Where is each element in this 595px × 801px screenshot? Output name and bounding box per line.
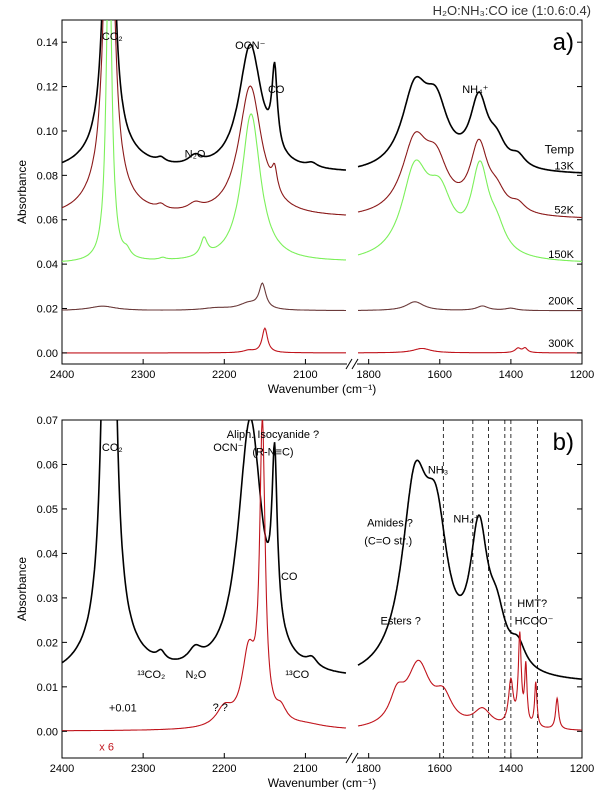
- y-tick-label: 0.14: [37, 37, 58, 49]
- x-axis-label: Wavenumber (cm⁻¹): [268, 382, 377, 396]
- series-line: [358, 346, 582, 354]
- series-line: [62, 282, 346, 312]
- plot-frame: [61, 419, 583, 759]
- x-tick-label: 2200: [212, 369, 236, 381]
- y-tick-label: 0.02: [37, 637, 58, 649]
- annotation-label: N₂O: [185, 669, 206, 681]
- x-tick-label: 1800: [356, 763, 380, 775]
- annotation-label: (R-N≡C): [252, 447, 293, 459]
- x-tick-label: 1600: [428, 763, 452, 775]
- axis-break-mark: [345, 358, 353, 370]
- x-axis-label: Wavenumber (cm⁻¹): [268, 776, 377, 790]
- annotation-label: CO₂: [102, 31, 123, 43]
- annotation-label: ? ?: [213, 702, 228, 714]
- y-tick-label: 0.05: [37, 504, 58, 516]
- x-tick-label: 2300: [131, 369, 155, 381]
- x-tick-label: 1600: [428, 369, 452, 381]
- panel-label: a): [553, 29, 574, 56]
- series-line: [358, 301, 582, 312]
- y-tick-label: 0.08: [37, 170, 58, 182]
- x-tick-label: 1200: [570, 369, 594, 381]
- legend-entry: 200K: [548, 296, 574, 308]
- annotation-label: CO: [268, 84, 285, 96]
- axis-break-mark: [351, 752, 359, 764]
- x-tick-label: 1200: [570, 763, 594, 775]
- axis-break-gap: [347, 359, 357, 369]
- y-tick-label: 0.07: [37, 415, 58, 427]
- x-tick-label: 1400: [499, 369, 523, 381]
- y-tick-label: 0.06: [37, 215, 58, 227]
- y-tick-label: 0.04: [37, 259, 58, 271]
- y-tick-label: 0.00: [37, 348, 58, 360]
- series-line: [357, 159, 582, 262]
- annotation-label: CO₂: [102, 442, 123, 454]
- annotation-label: OCN⁻: [213, 442, 243, 454]
- axis-break-mark: [345, 752, 353, 764]
- annotation-label: NH₃: [428, 464, 448, 476]
- annotation-label: Aliph. Isocyanide ?: [227, 429, 319, 441]
- legend-entry: 13K: [554, 160, 574, 172]
- legend-title: Temp: [545, 142, 575, 156]
- y-axis-label: Absorbance: [15, 160, 29, 224]
- x-tick-label: 1800: [356, 369, 380, 381]
- y-tick-label: 0.02: [37, 304, 58, 316]
- annotation-label: OCN⁻: [235, 40, 265, 52]
- series-line: [62, 327, 346, 354]
- y-tick-label: 0.03: [37, 593, 58, 605]
- annotation-label: ¹³CO: [285, 669, 309, 681]
- annotation-label: Amides ?: [367, 518, 413, 530]
- series-line: [357, 459, 582, 680]
- x-tick-label: 2300: [131, 763, 155, 775]
- x-tick-label: 2100: [293, 369, 317, 381]
- x-tick-label: 2400: [50, 369, 74, 381]
- figure-title: H₂O:NH₃:CO ice (1:0.6:0.4): [433, 3, 591, 18]
- axis-break-mark: [351, 358, 359, 370]
- series-line: [357, 131, 582, 219]
- annotation-label: +0.01: [109, 702, 137, 714]
- annotation-label: N₂O: [185, 149, 206, 161]
- annotation-label: Esters ?: [380, 616, 420, 628]
- annotation-label: HMT?: [517, 598, 547, 610]
- series-line: [62, 20, 346, 171]
- annotation-label: HCOO⁻: [515, 616, 554, 628]
- y-tick-label: 0.10: [37, 126, 58, 138]
- x-tick-label: 2400: [50, 763, 74, 775]
- series-line: [62, 20, 347, 216]
- series-line: [357, 631, 582, 731]
- legend-entry: 52K: [554, 205, 574, 217]
- panel-a-chart: 0.00 0.02 0.04 0.06 0.08 0.10 0.12 0.14 2400 2300…: [15, 19, 594, 396]
- legend-entry: 300K: [548, 338, 574, 350]
- x-tick-label: 1400: [499, 763, 523, 775]
- series-line: [62, 420, 347, 674]
- plot-frame: [61, 19, 583, 365]
- y-tick-label: 0.01: [37, 682, 58, 694]
- y-axis-label: Absorbance: [15, 557, 29, 621]
- y-tick-label: 0.04: [37, 548, 58, 560]
- annotation-label: ¹³CO₂: [137, 669, 165, 681]
- annotation-label: x 6: [99, 741, 114, 753]
- legend-entry: 150K: [548, 249, 574, 261]
- x-tick-label: 2100: [293, 763, 317, 775]
- series-line: [62, 20, 346, 262]
- annotation-label: NH₄⁺: [462, 84, 488, 96]
- series-line: [357, 75, 582, 174]
- y-tick-label: 0.12: [37, 82, 58, 94]
- panel-b-chart: 0.00 0.01 0.02 0.03 0.04 0.05 0.06 0.07 2400 2300…: [15, 415, 594, 790]
- series-line: [62, 420, 347, 732]
- axis-break-gap: [347, 753, 357, 763]
- annotation-label: NH₄⁺: [453, 513, 479, 525]
- annotation-label: CO: [281, 571, 298, 583]
- y-tick-label: 0.06: [37, 459, 58, 471]
- x-tick-label: 2200: [212, 763, 236, 775]
- annotation-label: (C=O str.): [364, 536, 412, 548]
- panel-label: b): [553, 429, 574, 456]
- y-tick-label: 0.00: [37, 726, 58, 738]
